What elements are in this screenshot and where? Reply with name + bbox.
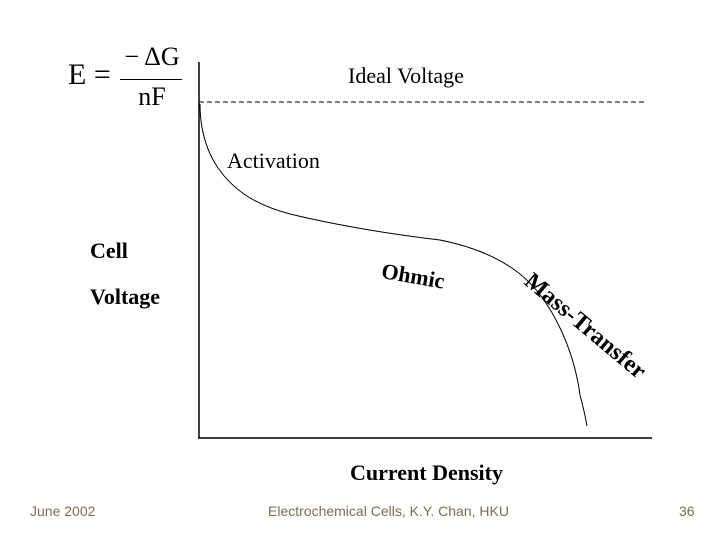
y-axis-label-line1: Cell	[90, 238, 128, 263]
activation-curve	[199, 103, 291, 215]
fraction-bar	[120, 79, 182, 80]
formula-numerator: − ΔG	[124, 42, 180, 71]
footer-date: June 2002	[30, 503, 96, 519]
x-axis-label: Current Density	[350, 460, 503, 485]
page-number: 36	[679, 503, 695, 519]
ideal-voltage-label: Ideal Voltage	[348, 63, 464, 88]
ohmic-curve	[289, 213, 521, 275]
activation-label: Activation	[227, 148, 320, 173]
y-axis-label-line2: Voltage	[90, 284, 161, 309]
footer-title: Electrochemical Cells, K.Y. Chan, HKU	[268, 503, 509, 519]
formula-lhs: E =	[68, 58, 111, 91]
mass-transfer-curve	[519, 273, 588, 427]
formula-denominator: nF	[138, 82, 166, 111]
